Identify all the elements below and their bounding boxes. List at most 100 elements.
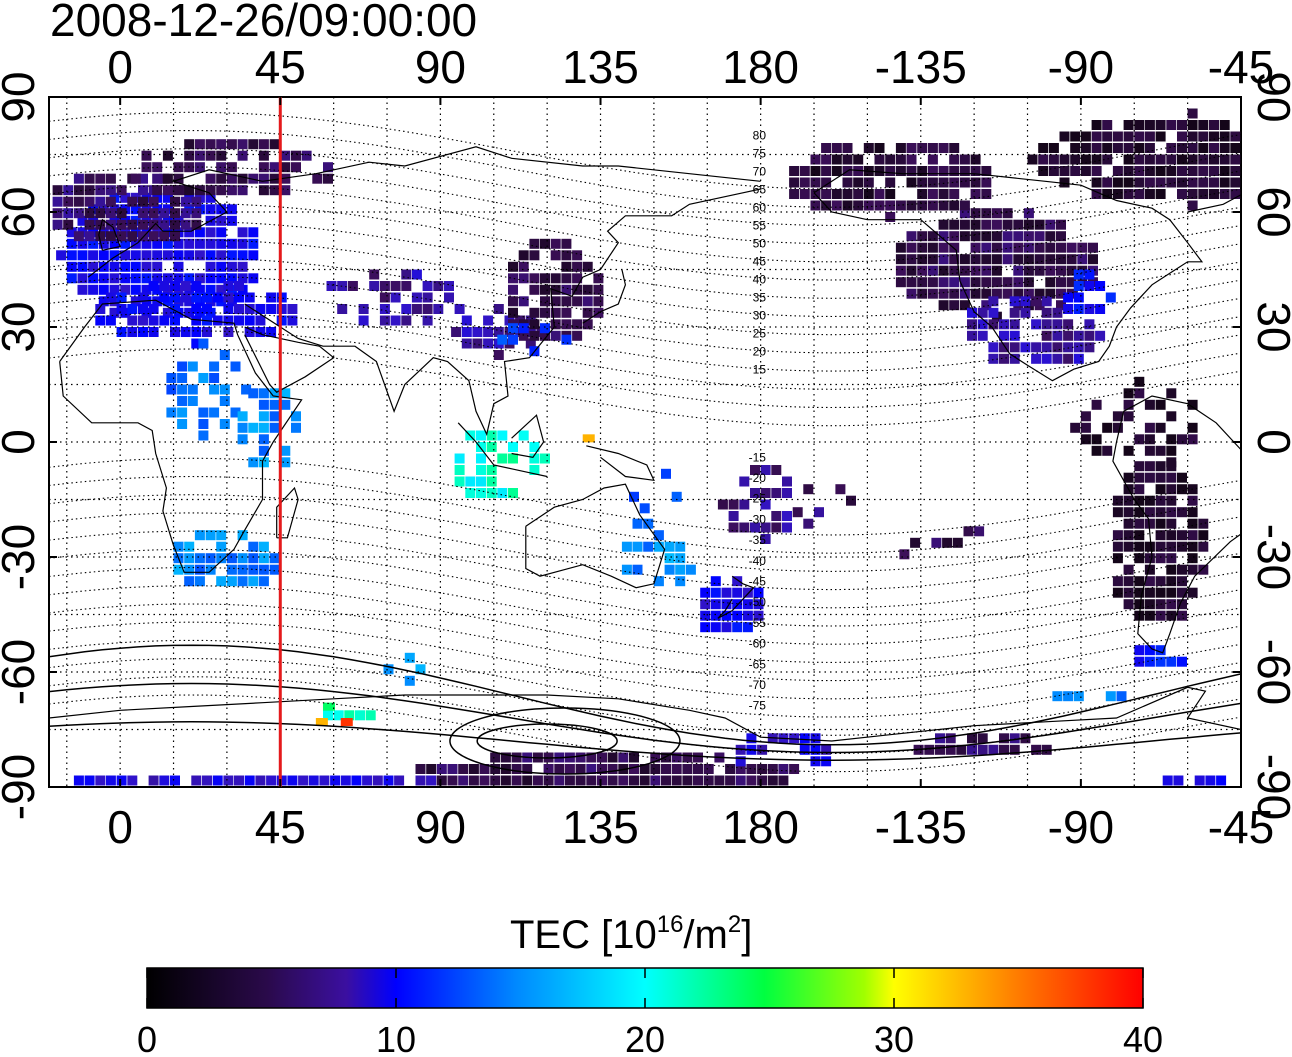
tec-cell [956,744,967,755]
tec-cell [1134,189,1145,199]
tec-cell [927,189,938,199]
contour-label: 40 [753,272,767,286]
tec-cell [237,238,248,249]
tec-cell [703,764,714,774]
tec-cell [906,265,917,276]
tec-cell [1205,775,1216,786]
tec-cell [1134,541,1145,552]
tec-cell [209,361,220,372]
tec-cell [191,327,202,337]
tec-cell [607,752,618,763]
tec-cell [1091,131,1102,142]
tec-cell [1091,166,1102,176]
tec-cell [52,208,63,219]
tec-cell [372,775,383,786]
tec-cell [223,775,234,786]
tec-cell [184,564,195,575]
tec-cell [917,242,928,253]
tec-cell [258,422,269,433]
tec-cell [1123,530,1134,541]
tec-cell [1009,744,1020,755]
tec-cell [949,277,960,288]
x-tick-label-top: -45 [1208,41,1274,93]
tec-cell [1155,154,1166,165]
tec-cell [895,143,906,153]
tec-cell [1048,166,1059,176]
tec-cell [191,304,202,314]
tec-cell [917,200,928,211]
tec-cell [237,261,248,272]
tec-cell [1230,189,1241,199]
tec-cell [1052,319,1063,330]
tec-cell [180,281,191,291]
tec-cell [1091,143,1102,153]
tec-cell [725,775,736,786]
tec-cell [291,162,301,173]
tec-cell [1198,154,1209,165]
tec-cell [468,764,479,774]
map-frame-ticks [49,96,1242,788]
tec-cell [1144,472,1155,483]
tec-cell [280,445,291,456]
tec-cell [771,522,782,533]
tec-cell [1013,254,1024,265]
y-tick-label-right: 0 [1248,429,1292,455]
tec-cell [742,587,753,598]
tec-cell [77,215,88,226]
tec-cell [1144,399,1155,410]
tec-cell [917,288,928,299]
tec-cell [383,775,394,786]
tec-cell [735,756,746,767]
tec-cell [1155,472,1166,483]
tec-cell [369,281,380,291]
tec-cell [191,281,202,291]
tec-cell [1219,120,1230,130]
tec-cell [1187,553,1198,564]
tec-cell [782,476,792,487]
tec-cell [550,319,561,330]
tec-cell [1134,645,1145,656]
tec-cell [949,200,960,211]
tec-cell [173,250,184,261]
tec-cell [198,373,209,383]
tec-cell [184,576,195,587]
tec-cell [1166,120,1177,130]
tec-cell [1155,484,1166,495]
tec-cell [1034,254,1045,265]
tec-cell [693,764,703,774]
tec-cell [130,261,141,272]
tec-cell [269,139,280,150]
tec-cell [753,610,764,621]
tec-cell [1166,411,1177,422]
tec-cell [141,150,152,161]
tec-cell [760,488,771,498]
tec-cell [988,319,999,330]
tec-cell [77,261,88,272]
tec-cell [205,173,216,184]
tec-cell [561,334,572,345]
tec-cell [540,323,550,334]
tec-cell [721,587,732,598]
tec-cell [945,733,956,744]
tec-cell [476,465,486,475]
tec-cell [216,162,227,173]
tec-cell [906,288,917,299]
tec-cell [1080,422,1091,433]
tec-cell [269,388,280,399]
tec-cell [1134,599,1145,610]
tec-cell [710,576,721,587]
tec-cell [685,564,696,575]
tec-cell [561,273,572,284]
tec-cell [1144,564,1155,575]
tec-cell [1155,422,1166,433]
mag-lat-contour [49,585,1241,663]
tec-cell [98,261,109,272]
tec-cell [1112,411,1123,422]
tec-cell [938,143,949,153]
tec-cell [607,764,618,774]
tec-cell [1166,457,1177,468]
tec-cell [258,399,269,410]
tec-cell [162,273,173,284]
tec-cell [1041,342,1052,353]
tec-cell [226,162,237,173]
